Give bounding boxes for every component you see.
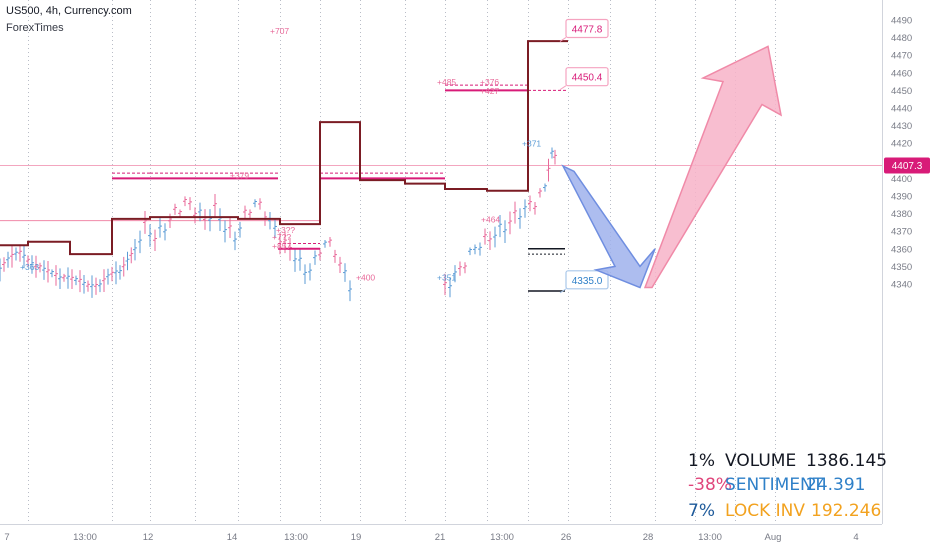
- level-annotation-11: +400: [356, 272, 375, 282]
- time-tick-8: 26: [561, 532, 572, 543]
- stat-lockinv-label: LOCK INV: [725, 501, 806, 521]
- time-tick-1: 13:00: [73, 532, 97, 543]
- current-price-tag: [884, 157, 930, 174]
- level-annotation-7: +464: [481, 214, 500, 224]
- time-tick-11: Aug: [765, 532, 782, 543]
- stat-volume-pct: 1%: [688, 451, 715, 471]
- time-tick-3: 14: [227, 532, 238, 543]
- price-callout-pointer-1: [559, 85, 567, 91]
- price-callout-2: 4335.0: [572, 276, 603, 287]
- price-tick-4360: 4360: [891, 244, 912, 255]
- time-tick-4: 13:00: [284, 532, 308, 543]
- level-annotation-2: +379: [230, 170, 249, 180]
- step-level-line: [0, 40, 568, 256]
- price-tick-4400: 4400: [891, 174, 912, 185]
- current-price-label: 4407.3: [892, 161, 923, 172]
- level-annotation-1: +707: [270, 26, 289, 36]
- stat-volume-value: 1386.145: [806, 451, 888, 471]
- price-tick-4420: 4420: [891, 139, 912, 150]
- forecast-arrow-down: [561, 164, 656, 289]
- time-tick-0: 7: [4, 532, 9, 543]
- price-tick-4490: 4490: [891, 16, 912, 27]
- indicator-source: ForexTimes: [6, 22, 64, 34]
- time-tick-10: 13:00: [698, 532, 722, 543]
- price-tick-4430: 4430: [891, 121, 912, 132]
- stat-sentiment-value: 24.391: [806, 475, 866, 495]
- level-annotation-10: +857: [272, 241, 291, 251]
- stat-lockinv-pct: 7%: [688, 501, 715, 521]
- level-annotation-8: +3??: [276, 225, 295, 235]
- time-tick-5: 19: [351, 532, 362, 543]
- price-tick-4470: 4470: [891, 51, 912, 62]
- symbol-title: US500, 4h, Currency.com: [6, 5, 132, 17]
- time-tick-6: 21: [435, 532, 446, 543]
- stat-sentiment-pct: -38%: [688, 475, 732, 495]
- price-tick-4350: 4350: [891, 262, 912, 273]
- level-annotation-0: +363: [20, 262, 39, 272]
- price-callout-0: 4477.8: [572, 24, 603, 35]
- price-tick-4390: 4390: [891, 192, 912, 203]
- price-tick-4480: 4480: [891, 33, 912, 44]
- price-callout-box-2: [565, 270, 609, 290]
- price-tick-4460: 4460: [891, 68, 912, 79]
- price-tick-4370: 4370: [891, 227, 912, 238]
- time-tick-7: 13:00: [490, 532, 514, 543]
- price-callout-pointer-2: [559, 288, 567, 294]
- price-callout-pointer-0: [559, 37, 567, 42]
- time-tick-2: 12: [143, 532, 154, 543]
- price-callout-1: 4450.4: [572, 73, 603, 84]
- stat-volume-label: VOLUME: [725, 451, 797, 471]
- price-tick-4440: 4440: [891, 104, 912, 115]
- level-annotation-6: +371: [522, 139, 541, 149]
- level-annotation-3: +485: [437, 77, 456, 87]
- price-tick-4340: 4340: [891, 280, 912, 291]
- level-annotation-12: +351: [437, 272, 456, 282]
- level-annotation-9: +7??: [272, 232, 291, 242]
- level-annotation-4: +376: [480, 77, 499, 87]
- price-axis-bg: [882, 0, 932, 550]
- stat-sentiment-label: SENTIMENT: [725, 475, 824, 495]
- level-annotation-5: +427: [480, 86, 499, 96]
- stat-lockinv-value: 192.246: [811, 501, 882, 521]
- price-callout-box-1: [565, 67, 609, 87]
- price-tick-4380: 4380: [891, 209, 912, 220]
- price-callout-box-0: [565, 18, 609, 39]
- time-tick-9: 28: [643, 532, 654, 543]
- price-tick-4450: 4450: [891, 86, 912, 97]
- forecast-arrow-up: [643, 45, 783, 289]
- time-tick-12: 4: [853, 532, 858, 543]
